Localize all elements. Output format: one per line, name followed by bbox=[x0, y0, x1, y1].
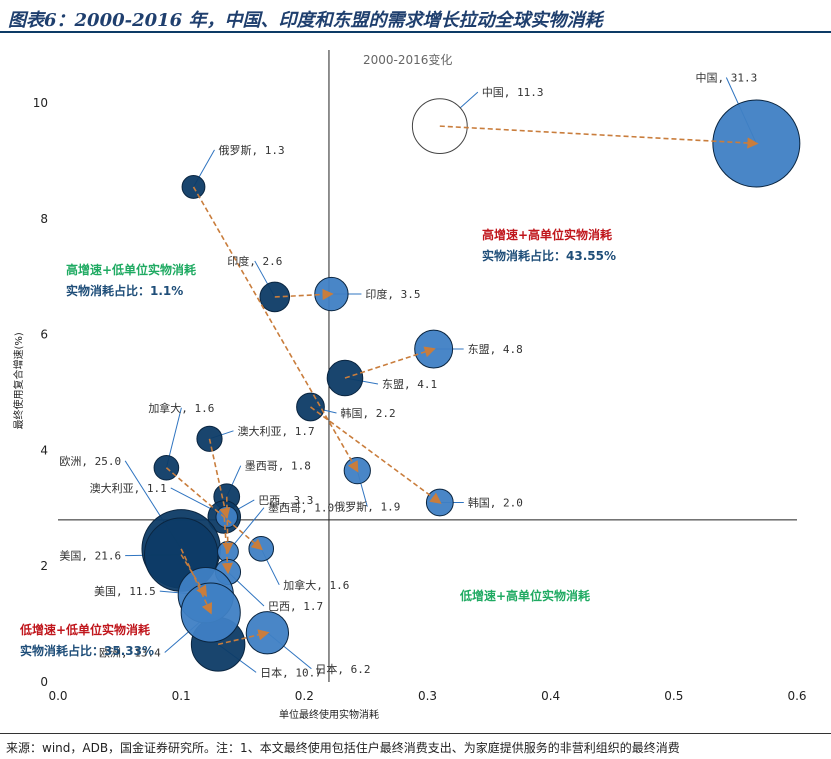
x-tick-label: 0.6 bbox=[787, 689, 806, 703]
labels-layer: 中国, 11.3 俄罗斯, 1.3 印度, 2.6 东盟, 4.1 韩国, 2.2 加拿大… bbox=[59, 71, 757, 679]
point-label: 印度, 3.5 bbox=[365, 287, 420, 301]
change-arrow bbox=[208, 438, 231, 520]
y-tick-label: 0 bbox=[40, 675, 48, 689]
point-label: 加拿大, 1.6 bbox=[148, 401, 214, 415]
change-arrow bbox=[274, 288, 334, 301]
point-label: 美国, 21.6 bbox=[59, 550, 121, 563]
point-label: 美国, 11.5 bbox=[94, 585, 156, 598]
point-label: 俄罗斯, 1.9 bbox=[334, 501, 400, 514]
quadrant-label: 实物消耗占比：35.33% bbox=[20, 643, 154, 658]
change-arrow bbox=[310, 406, 442, 504]
bubble-2000-4 bbox=[296, 392, 325, 422]
quadrant-label: 低增速+高单位实物消耗 bbox=[459, 588, 590, 603]
y-tick-label: 8 bbox=[40, 212, 48, 226]
x-tick-label: 0.5 bbox=[664, 689, 683, 703]
quadrant-label: 低增速+低单位实物消耗 bbox=[19, 622, 150, 637]
point-label: 韩国, 2.2 bbox=[340, 406, 395, 420]
bubbles-layer bbox=[141, 98, 801, 672]
change-arrow bbox=[165, 467, 263, 551]
point-label: 欧洲, 25.0 bbox=[59, 455, 121, 468]
point-label: 墨西哥, 1.8 bbox=[245, 460, 311, 473]
point-label: 日本, 6.2 bbox=[315, 662, 370, 676]
point-label: 澳大利亚, 1.7 bbox=[237, 424, 314, 438]
title-rule bbox=[0, 31, 831, 33]
change-arrow bbox=[180, 548, 213, 615]
quadrant-labels-layer: 高增速+低单位实物消耗实物消耗占比：1.1%高增速+高单位实物消耗实物消耗占比：… bbox=[19, 227, 616, 658]
point-label: 巴西, 1.7 bbox=[268, 600, 323, 613]
bubble-2016-4 bbox=[425, 488, 454, 517]
y-tick-label: 4 bbox=[40, 443, 48, 457]
x-tick-label: 0.1 bbox=[172, 689, 191, 703]
y-tick-label: 10 bbox=[33, 96, 48, 110]
arrows-layer bbox=[165, 125, 759, 646]
point-label: 东盟, 4.8 bbox=[468, 343, 523, 356]
point-label: 印度, 2.6 bbox=[227, 254, 282, 268]
axes-layer: 2000-2016变化 0.0 0.1 0.2 0.3 0.4 0.5 0.6 0 2 4 6 8 10 单… bbox=[12, 50, 807, 721]
chart-title: 2000-2016变化 bbox=[363, 52, 452, 67]
x-tick-label: 0.2 bbox=[295, 689, 314, 703]
point-label: 韩国, 2.0 bbox=[468, 495, 523, 509]
page-title: 图表6：2000-2016 年，中国、印度和东盟的需求增长拉动全球实物消耗 bbox=[8, 10, 603, 31]
x-tick-label: 0.4 bbox=[541, 689, 560, 703]
change-arrow bbox=[439, 125, 759, 149]
x-tick-label: 0.0 bbox=[48, 689, 67, 703]
quadrant-label: 实物消耗占比：1.1% bbox=[66, 283, 183, 298]
point-label: 中国, 31.3 bbox=[695, 71, 757, 84]
y-tick-label: 2 bbox=[40, 559, 48, 573]
scatter-chart: 2000-2016变化 0.0 0.1 0.2 0.3 0.4 0.5 0.6 0 2 4 6 8 10 单… bbox=[12, 50, 807, 721]
point-label: 墨西哥, 1.0 bbox=[268, 502, 334, 515]
footer-rule bbox=[0, 733, 831, 734]
point-label: 中国, 11.3 bbox=[482, 86, 544, 99]
change-arrow bbox=[192, 186, 359, 473]
quadrant-label: 高增速+低单位实物消耗 bbox=[66, 262, 196, 277]
bubble-2016-10 bbox=[180, 582, 241, 643]
x-tick-label: 0.3 bbox=[418, 689, 437, 703]
point-label: 日本, 10.7 bbox=[260, 665, 322, 679]
quadrant-label: 实物消耗占比：43.55% bbox=[482, 248, 616, 263]
point-label: 俄罗斯, 1.3 bbox=[218, 144, 284, 157]
point-label: 东盟, 4.1 bbox=[382, 378, 437, 391]
point-label: 欧洲, 13.4 bbox=[99, 647, 161, 660]
point-label: 加拿大, 1.6 bbox=[283, 578, 349, 592]
y-tick-label: 6 bbox=[40, 328, 48, 342]
quadrant-label: 高增速+高单位实物消耗 bbox=[482, 227, 612, 242]
point-label: 巴西, 3.3 bbox=[258, 494, 313, 507]
source-note: 来源：wind，ADB，国金证券研究所。注：1、本文最终使用包括住户最终消费支出… bbox=[6, 741, 680, 755]
x-axis-title: 单位最终使用实物消耗 bbox=[279, 708, 379, 721]
change-arrow bbox=[217, 629, 270, 646]
y-axis-title: 最终使用复合增速(%) bbox=[12, 332, 25, 429]
point-label: 澳大利亚, 1.1 bbox=[90, 481, 167, 495]
change-arrow bbox=[222, 496, 234, 554]
change-arrow bbox=[221, 516, 233, 575]
